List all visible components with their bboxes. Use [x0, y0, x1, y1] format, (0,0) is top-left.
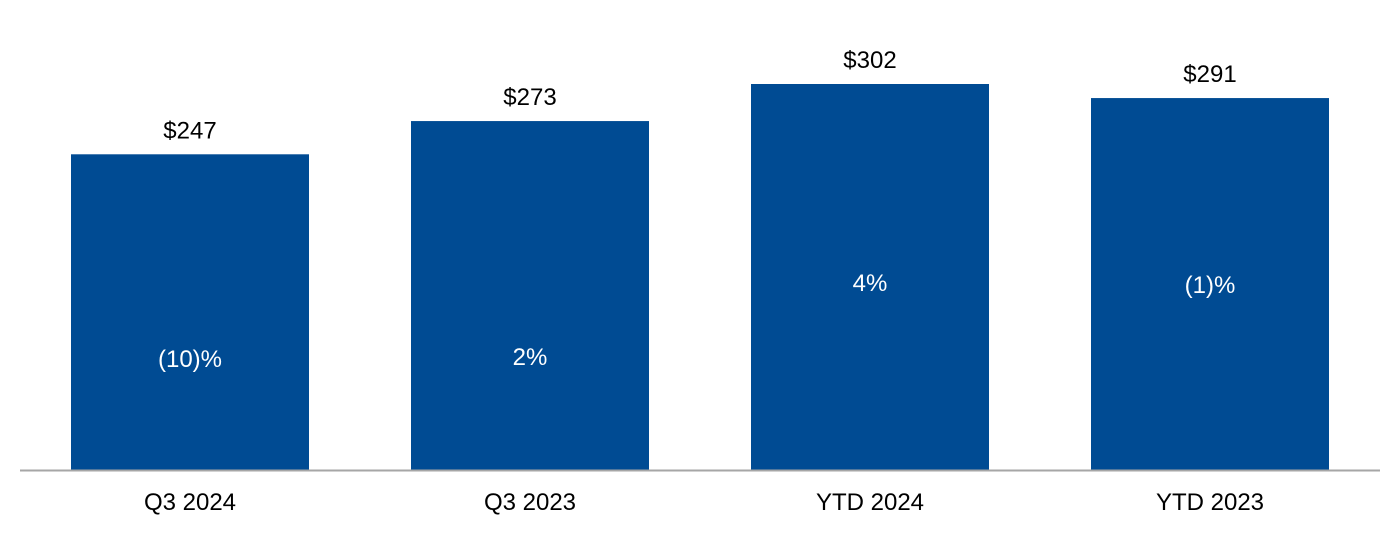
value-label: $291 — [1183, 61, 1236, 88]
bar-ytd-2024 — [751, 84, 989, 470]
category-label: Q3 2024 — [144, 489, 236, 516]
bar-ytd-2023 — [1091, 98, 1329, 470]
category-label: Q3 2023 — [484, 489, 576, 516]
bar-q3-2023 — [411, 121, 649, 470]
bar-q3-2024 — [71, 154, 309, 470]
percent-change-label: 2% — [513, 344, 548, 371]
bars-group — [71, 84, 1329, 470]
category-label: YTD 2023 — [1156, 489, 1264, 516]
percent-change-label: (10)% — [158, 346, 222, 373]
value-label: $273 — [503, 84, 556, 111]
labels-group: $247 (10)% Q3 2024 $273 2% Q3 2023 $302 4% YTD 2… — [144, 47, 1264, 516]
percent-change-label: 4% — [853, 270, 888, 297]
value-label: $247 — [163, 117, 216, 144]
percent-change-label: (1)% — [1185, 272, 1236, 299]
category-label: YTD 2024 — [816, 489, 924, 516]
value-label: $302 — [843, 47, 896, 74]
